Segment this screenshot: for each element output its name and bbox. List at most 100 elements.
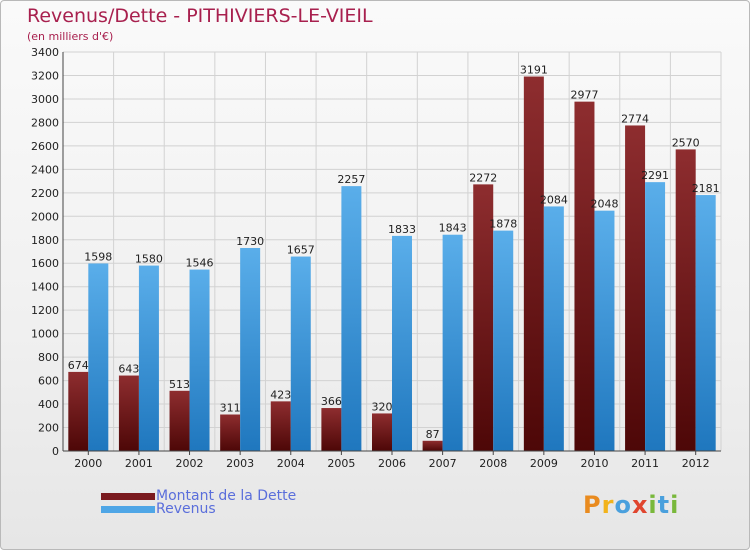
- legend-swatch-debt: [101, 492, 155, 500]
- y-tick-label: 2600: [31, 140, 59, 153]
- data-label: 3191: [520, 64, 548, 77]
- data-label: 2048: [590, 198, 618, 211]
- data-label: 674: [68, 359, 89, 372]
- bar-debt: [523, 76, 544, 451]
- bar-revenus: [594, 210, 615, 451]
- data-label: 1878: [489, 218, 517, 231]
- y-tick-label: 200: [38, 422, 59, 435]
- y-tick-label: 3200: [31, 69, 59, 82]
- bar-revenus: [645, 182, 666, 451]
- bar-debt: [118, 375, 139, 451]
- x-tick-label: 2006: [378, 457, 406, 470]
- data-label: 423: [270, 388, 291, 401]
- data-label: 2291: [641, 169, 669, 182]
- y-tick-label: 600: [38, 375, 59, 388]
- data-label: 513: [169, 378, 190, 391]
- data-label: 2181: [692, 182, 720, 195]
- data-label: 643: [118, 363, 139, 376]
- data-label: 2977: [570, 89, 598, 102]
- y-tick-label: 1400: [31, 281, 59, 294]
- legend-label-debt: Montant de la Dette: [156, 488, 297, 504]
- data-label: 1843: [439, 222, 467, 235]
- x-tick-label: 2005: [327, 457, 355, 470]
- bar-revenus: [290, 256, 311, 451]
- data-label: 2257: [337, 173, 365, 186]
- data-label: 311: [220, 402, 241, 415]
- bar-revenus: [341, 186, 362, 452]
- data-label: 1657: [287, 244, 315, 257]
- chart-subtitle: (en milliers d'€): [27, 30, 114, 43]
- y-tick-label: 400: [38, 398, 59, 411]
- data-label: 1598: [84, 250, 112, 263]
- bar-revenus: [189, 269, 210, 451]
- data-label: 1833: [388, 223, 416, 236]
- logo-letter: t: [657, 491, 671, 519]
- y-tick-label: 2400: [31, 163, 59, 176]
- x-tick-label: 2007: [429, 457, 457, 470]
- x-tick-label: 2009: [530, 457, 558, 470]
- logo-letter: r: [601, 491, 615, 519]
- bar-debt: [321, 408, 342, 451]
- y-tick-label: 1200: [31, 304, 59, 317]
- y-tick-label: 0: [52, 445, 59, 458]
- legend-item-debt: Montant de la Dette: [101, 488, 296, 504]
- data-label: 366: [321, 395, 342, 408]
- x-tick-label: 2003: [226, 457, 254, 470]
- bar-debt: [220, 414, 241, 451]
- x-tick-label: 2002: [176, 457, 204, 470]
- data-label: 2774: [621, 112, 649, 125]
- y-tick-label: 2000: [31, 210, 59, 223]
- bar-debt: [372, 413, 392, 451]
- y-tick-label: 1000: [31, 328, 59, 341]
- bar-revenus: [493, 230, 514, 451]
- x-tick-label: 2001: [125, 457, 153, 470]
- bar-debt: [422, 440, 443, 451]
- bar-revenus: [543, 206, 564, 451]
- bar-revenus: [442, 234, 463, 451]
- proxiti-logo: Proxiti: [583, 491, 679, 519]
- y-tick-label: 2200: [31, 187, 59, 200]
- logo-letter: o: [614, 491, 632, 519]
- bar-debt: [625, 125, 646, 451]
- bar-debt: [169, 390, 190, 451]
- logo-letter: i: [648, 491, 658, 519]
- bar-debt: [675, 149, 696, 451]
- logo-letter: i: [670, 491, 680, 519]
- logo-letter: P: [583, 491, 602, 519]
- bar-revenus: [240, 247, 261, 451]
- data-label: 2084: [540, 193, 568, 206]
- x-tick-label: 2010: [580, 457, 608, 470]
- bar-debt: [270, 401, 291, 451]
- y-tick-label: 1600: [31, 257, 59, 270]
- x-tick-label: 2004: [277, 457, 305, 470]
- data-label: 87: [426, 428, 440, 441]
- y-tick-label: 800: [38, 351, 59, 364]
- y-tick-label: 2800: [31, 116, 59, 129]
- y-tick-label: 1800: [31, 234, 59, 247]
- y-tick-label: 3000: [31, 93, 59, 106]
- x-tick-label: 2008: [479, 457, 507, 470]
- data-label: 1580: [135, 253, 163, 266]
- y-tick-label: 3400: [31, 46, 59, 59]
- logo-letter: x: [631, 491, 649, 519]
- bar-debt: [473, 184, 494, 451]
- bar-debt: [68, 371, 89, 451]
- bar-revenus: [138, 265, 159, 451]
- data-label: 1730: [236, 235, 264, 248]
- bar-debt: [574, 101, 595, 452]
- bar-revenus: [88, 263, 109, 451]
- chart-title: Revenus/Dette - PITHIVIERS-LE-VIEIL: [27, 5, 373, 27]
- legend-item-revenus: Revenus: [101, 501, 216, 517]
- legend-label-revenus: Revenus: [156, 501, 216, 517]
- x-tick-label: 2012: [682, 457, 710, 470]
- data-label: 2570: [672, 136, 700, 149]
- x-tick-label: 2011: [631, 457, 659, 470]
- data-label: 320: [372, 400, 393, 413]
- x-tick-label: 2000: [74, 457, 102, 470]
- data-label: 1546: [186, 257, 214, 270]
- bar-revenus: [695, 195, 716, 451]
- legend-swatch-revenus: [101, 505, 155, 513]
- data-label: 2272: [469, 171, 497, 184]
